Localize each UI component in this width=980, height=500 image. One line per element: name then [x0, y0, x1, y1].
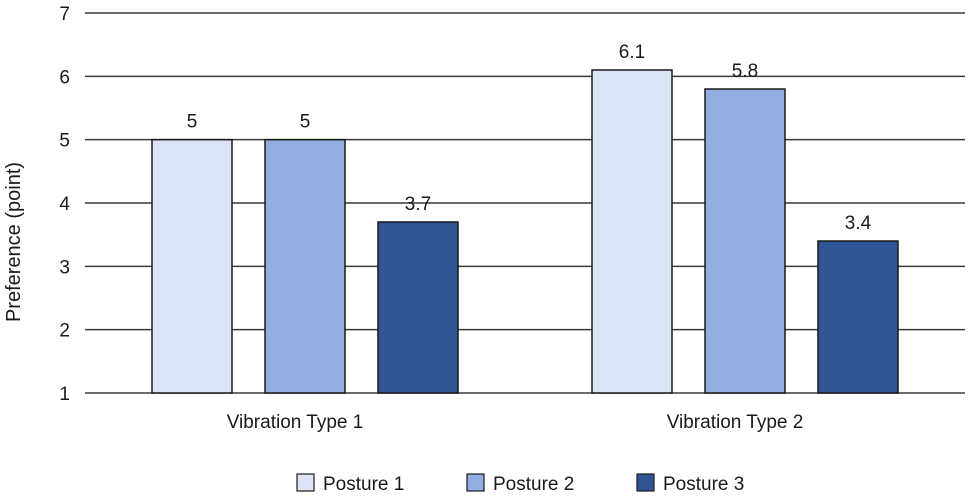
y-tick-label: 7	[59, 4, 70, 25]
data-label: 5.8	[732, 61, 758, 82]
y-tick-label: 4	[59, 194, 70, 215]
legend-label: Posture 2	[493, 474, 574, 495]
legend-swatch	[296, 473, 315, 492]
category-labels: Vibration Type 1 Vibration Type 2	[227, 412, 804, 433]
y-tick-label: 3	[59, 257, 70, 278]
y-axis-title: Preference (point)	[3, 162, 25, 322]
y-tick-label: 5	[59, 131, 70, 152]
bar-posture-1	[591, 69, 673, 394]
data-label: 3.4	[845, 213, 872, 234]
data-labels: 5 5 3.7 6.1 5.8 3.4	[187, 42, 872, 234]
bar-posture-1	[151, 138, 233, 394]
legend-label: Posture 3	[663, 474, 744, 495]
legend-swatch	[466, 473, 485, 492]
y-tick-label: 6	[59, 67, 70, 88]
data-label: 5	[187, 112, 198, 133]
data-label: 6.1	[619, 42, 645, 63]
bars	[151, 69, 899, 394]
y-tick-label: 2	[59, 321, 70, 342]
legend-label: Posture 1	[323, 474, 404, 495]
category-label: Vibration Type 1	[227, 412, 364, 433]
data-label: 5	[300, 112, 311, 133]
bar-posture-2	[264, 138, 346, 394]
bar-posture-3	[817, 240, 899, 394]
legend-swatch	[636, 473, 655, 492]
data-label: 3.7	[405, 194, 431, 215]
bar-posture-3	[377, 221, 459, 394]
y-tick-labels: 1 2 3 4 5 6 7	[59, 4, 70, 405]
category-label: Vibration Type 2	[667, 412, 804, 433]
legend: Posture 1 Posture 2 Posture 3	[296, 473, 744, 495]
bar-posture-2	[704, 88, 786, 394]
y-tick-label: 1	[59, 384, 70, 405]
